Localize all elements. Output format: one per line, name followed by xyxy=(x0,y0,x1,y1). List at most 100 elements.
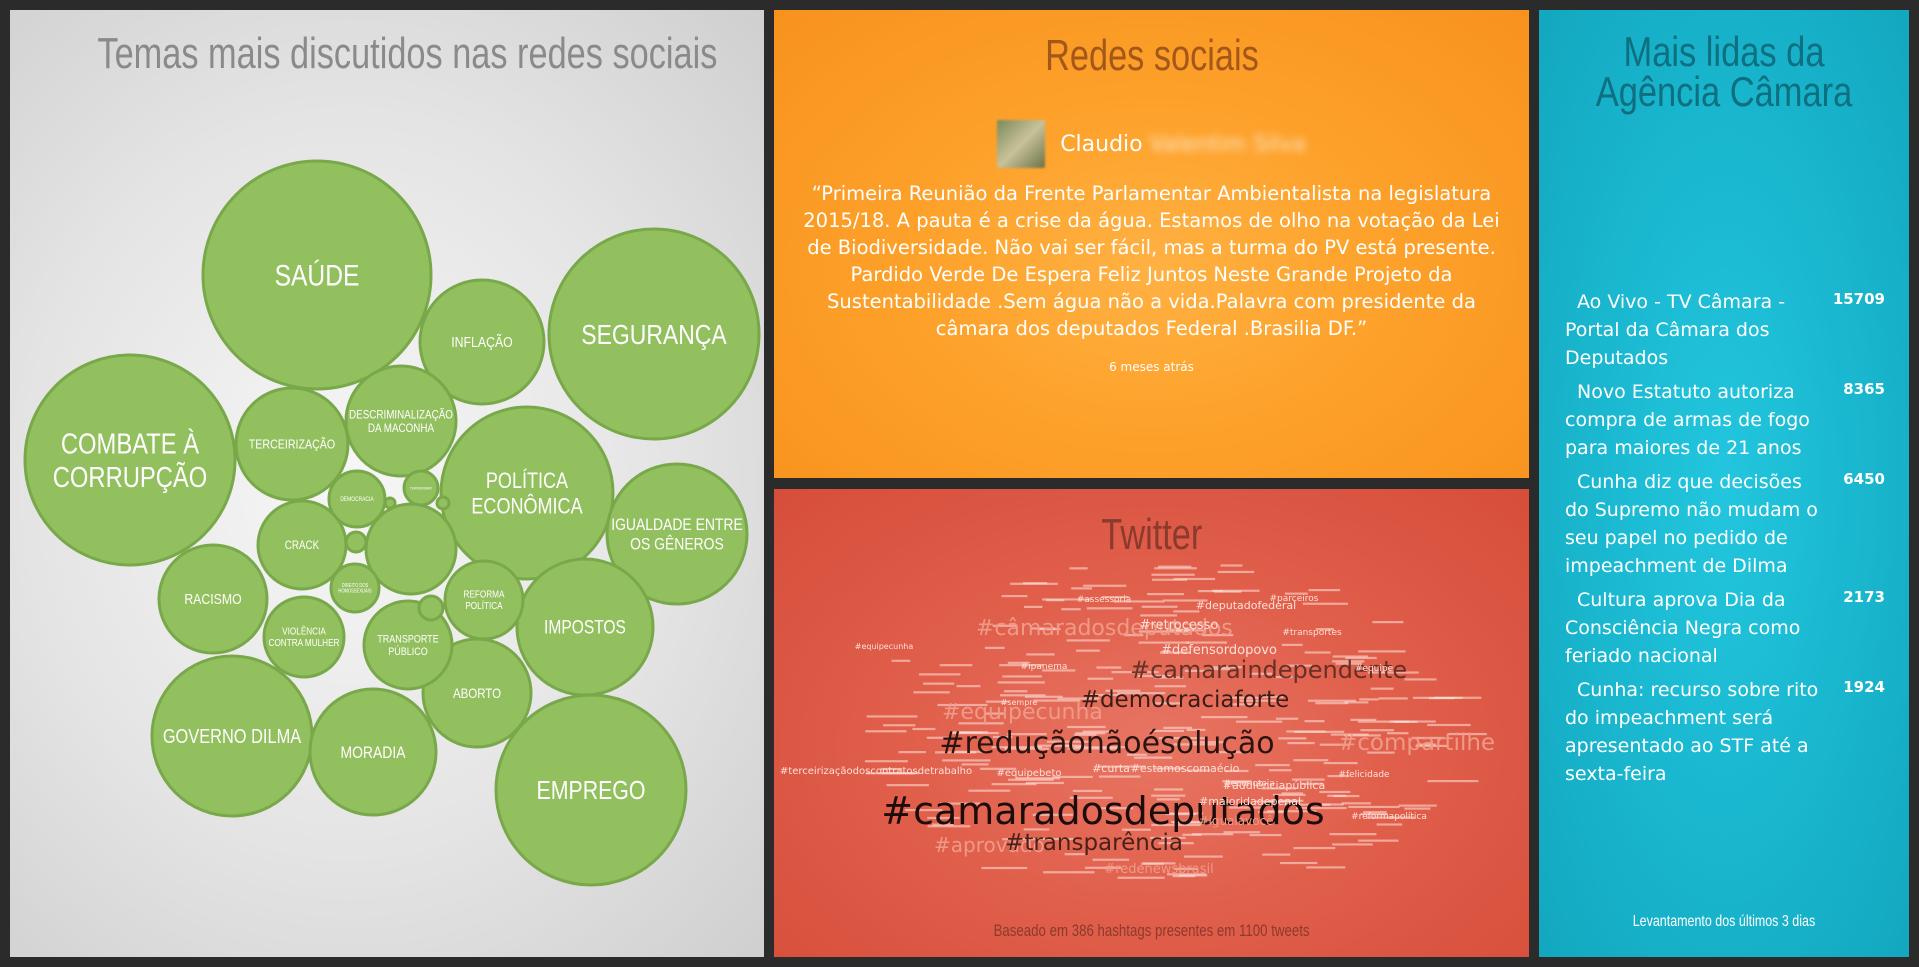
hashtag-filler xyxy=(1057,697,1100,700)
hashtag-filler xyxy=(1039,628,1061,631)
hashtag-filler xyxy=(1072,789,1103,793)
hashtag[interactable]: #deputadofederal xyxy=(1196,599,1296,612)
hashtag[interactable]: #terceirizaçãodoscontratosdetrabalho xyxy=(780,766,972,777)
topic-bubble[interactable] xyxy=(417,594,445,622)
hashtag-filler xyxy=(1359,698,1379,701)
hashtag[interactable]: #curta xyxy=(1092,762,1130,775)
hashtag-filler xyxy=(1086,607,1133,610)
hashtag[interactable]: #aprovado xyxy=(934,833,1045,857)
topic-bubble[interactable] xyxy=(201,159,433,391)
news-item-title[interactable]: Ao Vivo - TV Câmara - Portal da Câmara d… xyxy=(1565,291,1786,369)
hashtag[interactable]: #equipe xyxy=(1355,664,1394,674)
hashtag-filler xyxy=(1092,858,1130,861)
author-name: Claudio Valentim Silva xyxy=(1060,131,1306,157)
news-footer: Levantamento dos últimos 3 dias xyxy=(1632,913,1816,930)
hashtag-filler xyxy=(912,727,936,731)
hashtag-filler xyxy=(1249,833,1282,837)
hashtag-filler xyxy=(927,825,971,828)
hashtag[interactable]: #transparência xyxy=(1005,830,1183,856)
news-item-title[interactable]: Cunha: recurso sobre rito do impeachment… xyxy=(1565,679,1819,785)
topic-bubble[interactable] xyxy=(364,502,458,596)
hashtag[interactable]: #transportes xyxy=(1282,628,1342,638)
hashtag-filler xyxy=(1319,743,1350,746)
topic-bubble[interactable] xyxy=(329,562,381,614)
topic-bubble[interactable] xyxy=(383,496,397,510)
hashtag[interactable]: #ipanema xyxy=(1021,662,1068,672)
news-list: Ao Vivo - TV Câmara - Portal da Câmara d… xyxy=(1565,288,1885,794)
hashtag[interactable]: #reformapolítica xyxy=(1351,812,1427,822)
topic-bubble[interactable] xyxy=(605,462,749,606)
hashtag-filler xyxy=(968,789,1011,792)
topic-bubble[interactable] xyxy=(308,687,438,817)
topic-bubble[interactable] xyxy=(443,559,525,641)
hashtag-filler xyxy=(1255,763,1290,767)
hashtag-filler xyxy=(1232,703,1258,706)
hashtag-filler xyxy=(1174,867,1198,870)
topic-bubble[interactable] xyxy=(439,405,615,581)
hashtag[interactable]: #reduçãonãoésolução xyxy=(939,726,1274,761)
topic-bubble[interactable] xyxy=(344,530,368,554)
hashtag[interactable]: #assessoria xyxy=(1077,595,1132,605)
news-item[interactable]: Cunha diz que decisões do Supremo não mu… xyxy=(1565,468,1885,580)
hashtag[interactable]: #igualavocê xyxy=(1198,814,1273,828)
hashtag[interactable]: #democraciaforte xyxy=(1081,687,1290,713)
hashtag[interactable]: #câmaradosdeputados xyxy=(976,616,1233,641)
hashtag[interactable]: #parceiros xyxy=(1270,594,1319,604)
news-item-title[interactable]: Cultura aprova Dia da Consciência Negra … xyxy=(1565,589,1801,667)
hashtag-filler xyxy=(1052,775,1093,779)
hashtag-filler xyxy=(1061,608,1081,611)
topic-bubble[interactable] xyxy=(262,595,346,679)
hashtag-filler xyxy=(926,736,949,739)
topic-bubble[interactable] xyxy=(418,278,546,406)
hashtag-filler xyxy=(1154,685,1186,688)
hashtag-filler xyxy=(1186,769,1210,772)
topic-bubble-label: REFORMA POLÍTICA xyxy=(464,589,506,611)
hashtag[interactable]: #compartilhe xyxy=(1338,730,1495,756)
hashtag-filler xyxy=(880,767,903,771)
hashtag[interactable]: #maioridadepenal xyxy=(1199,795,1301,808)
hashtag-filler xyxy=(1341,802,1371,805)
topic-bubble[interactable] xyxy=(435,495,451,511)
hashtag-filler xyxy=(927,816,960,820)
hashtag-filler xyxy=(1156,798,1180,801)
hashtag[interactable]: #camaraindependente xyxy=(1130,656,1407,684)
hashtag-filler xyxy=(1033,699,1081,702)
topic-bubble[interactable] xyxy=(515,557,655,697)
topic-bubble[interactable] xyxy=(344,364,458,478)
news-item-title[interactable]: Cunha diz que decisões do Supremo não mu… xyxy=(1565,471,1818,577)
hashtag-filler xyxy=(1152,812,1204,815)
hashtag[interactable]: #sempre xyxy=(1001,698,1038,707)
topic-bubble[interactable] xyxy=(23,353,237,567)
hashtag[interactable]: #redenewsbrasil xyxy=(1104,862,1213,877)
hashtag-filler xyxy=(1183,855,1223,858)
hashtag-filler xyxy=(1230,781,1249,784)
hashtag[interactable]: #retrocesso xyxy=(1140,618,1219,633)
hashtag[interactable]: #camaradosdeputados xyxy=(881,789,1324,833)
news-item-title[interactable]: Novo Estatuto autoriza compra de armas d… xyxy=(1565,381,1810,459)
news-item[interactable]: Ao Vivo - TV Câmara - Portal da Câmara d… xyxy=(1565,288,1885,372)
news-item[interactable]: Cultura aprova Dia da Consciência Negra … xyxy=(1565,586,1885,670)
hashtag[interactable]: #economia xyxy=(1223,779,1275,789)
topic-bubble-label: INFLAÇÃO xyxy=(451,333,512,350)
news-item[interactable]: Novo Estatuto autoriza compra de armas d… xyxy=(1565,378,1885,462)
hashtag-filler xyxy=(1279,861,1318,865)
hashtag[interactable]: #felicidade xyxy=(1338,770,1390,780)
topic-bubble[interactable] xyxy=(547,227,761,441)
hashtag-filler xyxy=(1163,599,1208,602)
topic-bubble[interactable] xyxy=(234,386,350,502)
topic-bubble[interactable] xyxy=(157,543,269,655)
topic-bubble[interactable] xyxy=(402,469,440,507)
hashtag-filler xyxy=(1151,573,1195,576)
news-item[interactable]: Cunha: recurso sobre rito do impeachment… xyxy=(1565,676,1885,788)
hashtag-filler xyxy=(1223,831,1261,834)
hashtag[interactable]: #defensordopovo xyxy=(1161,643,1277,658)
hashtag-filler xyxy=(1084,866,1122,869)
hashtag-filler xyxy=(1142,862,1176,865)
hashtag[interactable]: #estamoscomaécio xyxy=(1131,762,1240,775)
hashtag[interactable]: #equipecunha xyxy=(855,642,914,651)
topic-bubble[interactable] xyxy=(362,599,454,691)
hashtag[interactable]: #equipecunha xyxy=(942,700,1103,725)
hashtag[interactable]: #audiênciapública xyxy=(1223,779,1325,792)
hashtag[interactable]: #equipebeto xyxy=(996,768,1061,779)
hashtag-filler xyxy=(956,685,981,688)
